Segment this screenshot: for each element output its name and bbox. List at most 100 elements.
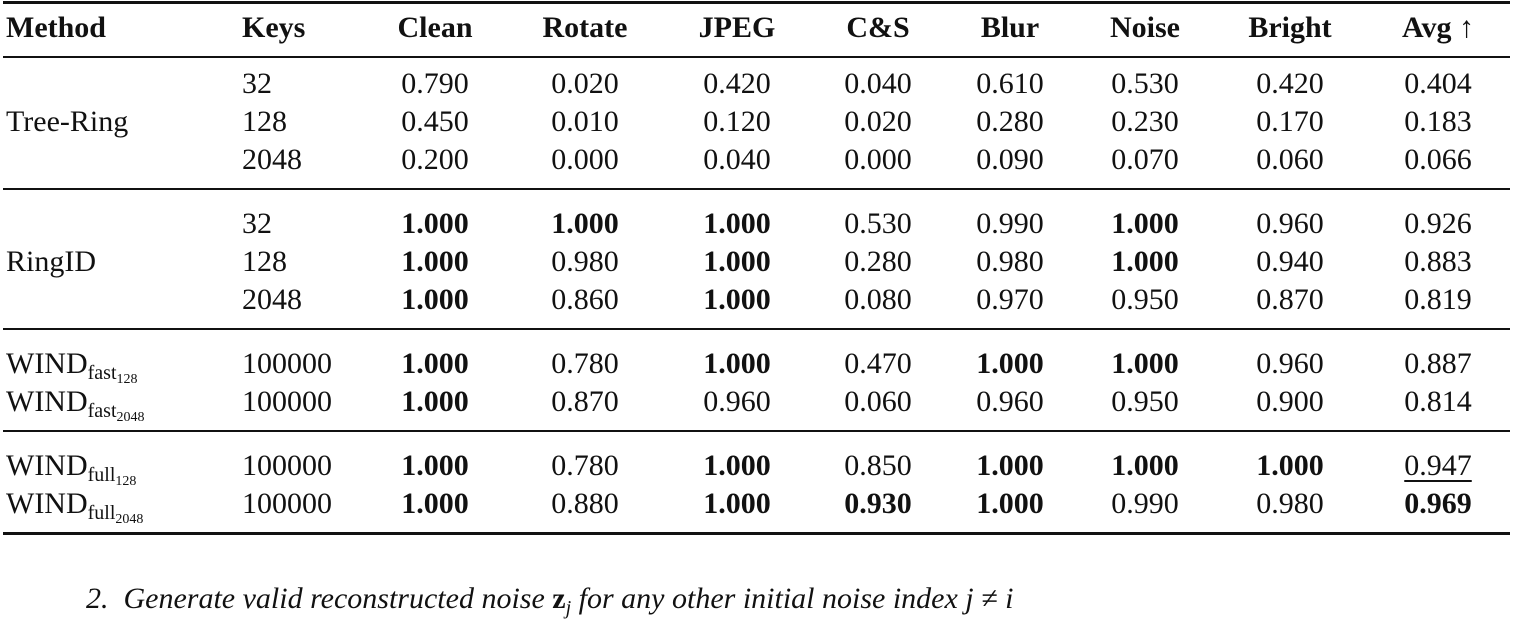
value-cell: 1.000 [703, 245, 771, 278]
method-keys-subscript: 128 [115, 474, 137, 489]
value-cell: 1.000 [551, 207, 619, 240]
keys-cell: 100000 [242, 487, 332, 520]
value-cell: 0.870 [551, 385, 619, 418]
column-header: Keys [242, 11, 306, 44]
footer-text: 2. Generate valid reconstructed noise zj… [86, 582, 1013, 620]
value-cell: 0.000 [844, 143, 912, 176]
value-cell: 0.090 [976, 143, 1044, 176]
value-cell: 1.000 [976, 487, 1044, 520]
value-cell: 0.780 [551, 347, 619, 380]
value-cell: 0.530 [1111, 67, 1179, 100]
value-cell: 0.880 [551, 487, 619, 520]
method-base: WIND [6, 385, 88, 418]
value-cell: 0.990 [976, 207, 1044, 240]
symbol-subscript: j [565, 597, 572, 619]
method-variant: full [87, 464, 116, 486]
method-keys-subscript: 2048 [115, 512, 144, 527]
value-cell: 1.000 [1256, 449, 1324, 482]
method-base: WIND [6, 487, 88, 520]
column-header: Blur [980, 11, 1040, 44]
value-cell: 1.000 [1111, 347, 1179, 380]
value-cell: 0.610 [976, 67, 1044, 100]
group-rule [3, 328, 1510, 330]
value-cell: 1.000 [401, 283, 469, 316]
value-cell: 1.000 [703, 449, 771, 482]
keys-cell: 2048 [242, 143, 302, 176]
value-cell: 0.990 [1111, 487, 1179, 520]
value-cell: 0.170 [1256, 105, 1324, 138]
method-name: WINDfast2048 [6, 383, 145, 425]
method-subscript: full128 [87, 464, 137, 489]
value-cell: 0.420 [703, 67, 771, 100]
column-header: Avg ↑ [1402, 11, 1474, 44]
value-cell: 0.980 [1256, 487, 1324, 520]
method-variant: fast [87, 362, 117, 384]
value-cell: 0.404 [1404, 67, 1472, 100]
group-rule [3, 188, 1510, 190]
keys-cell: 100000 [242, 385, 332, 418]
keys-cell: 128 [242, 245, 287, 278]
value-cell: 1.000 [401, 449, 469, 482]
value-cell: 0.070 [1111, 143, 1179, 176]
value-cell: 0.420 [1256, 67, 1324, 100]
column-header: Rotate [542, 11, 628, 44]
item-number: 2. [86, 582, 109, 615]
method-name: WINDfast128 [6, 345, 138, 387]
footer-text-after: for any other initial noise index j ≠ i [578, 582, 1014, 615]
keys-cell: 2048 [242, 283, 302, 316]
value-cell: 0.450 [401, 105, 469, 138]
value-cell: 1.000 [401, 385, 469, 418]
column-header: Clean [397, 11, 473, 44]
value-cell: 0.960 [976, 385, 1044, 418]
method-subscript: full2048 [87, 502, 144, 527]
value-cell: 1.000 [401, 245, 469, 278]
method-name: WINDfull128 [6, 447, 137, 489]
value-cell: 0.020 [844, 105, 912, 138]
method-name: RingID [6, 243, 96, 281]
value-cell: 0.970 [976, 283, 1044, 316]
value-cell: 0.183 [1404, 105, 1472, 138]
value-cell: 0.000 [551, 143, 619, 176]
method-variant: full [87, 502, 116, 524]
column-header: Method [6, 11, 106, 44]
value-cell: 1.000 [703, 347, 771, 380]
value-cell: 0.940 [1256, 245, 1324, 278]
value-cell: 1.000 [976, 449, 1044, 482]
value-cell: 0.814 [1404, 385, 1472, 418]
value-cell: 1.000 [401, 347, 469, 380]
method-base: WIND [6, 347, 88, 380]
value-cell: 0.040 [844, 67, 912, 100]
value-cell: 0.947 [1404, 449, 1472, 482]
value-cell: 0.060 [844, 385, 912, 418]
value-cell: 0.960 [1256, 347, 1324, 380]
column-header: JPEG [698, 11, 776, 44]
value-cell: 0.200 [401, 143, 469, 176]
group-rule [3, 430, 1510, 432]
method-subscript: fast2048 [88, 400, 145, 425]
value-cell: 0.930 [844, 487, 912, 520]
value-cell: 0.960 [703, 385, 771, 418]
value-cell: 0.960 [1256, 207, 1324, 240]
keys-cell: 100000 [242, 449, 332, 482]
method-keys-subscript: 2048 [116, 410, 145, 425]
bottom-rule [3, 532, 1510, 535]
value-cell: 0.280 [844, 245, 912, 278]
value-cell: 1.000 [401, 487, 469, 520]
column-header: Noise [1110, 11, 1180, 44]
footer-text-before: Generate valid reconstructed noise [123, 582, 545, 615]
column-header: Bright [1248, 11, 1332, 44]
symbol: z [552, 582, 566, 615]
keys-cell: 32 [242, 67, 272, 100]
column-header: C&S [846, 11, 910, 44]
keys-cell: 100000 [242, 347, 332, 380]
value-cell: 0.120 [703, 105, 771, 138]
value-cell: 0.780 [551, 449, 619, 482]
value-cell: 0.010 [551, 105, 619, 138]
value-cell: 1.000 [1111, 245, 1179, 278]
value-cell: 1.000 [401, 207, 469, 240]
method-base: WIND [6, 449, 88, 482]
keys-cell: 32 [242, 207, 272, 240]
value-cell: 0.020 [551, 67, 619, 100]
value-cell: 0.887 [1404, 347, 1472, 380]
